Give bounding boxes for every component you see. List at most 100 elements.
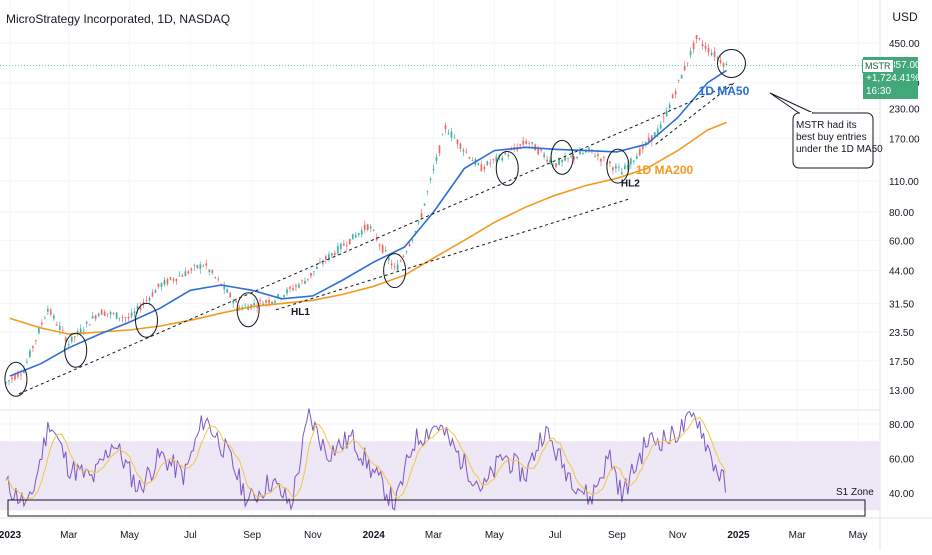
candle-body [597, 154, 599, 157]
candle-body [106, 313, 109, 315]
candle-body [109, 312, 112, 315]
candle-body [136, 306, 139, 310]
candle-body [166, 279, 169, 285]
callout-text-line: under the 1D MA50 [796, 144, 883, 155]
s1-zone-box [7, 499, 866, 517]
candle-body [34, 340, 37, 341]
candle-body [564, 156, 566, 161]
candle-body [677, 79, 680, 81]
candle-body [214, 277, 217, 278]
candle-body [43, 318, 46, 319]
axis-layer: 450.00300.00230.00170.00110.0080.0060.00… [0, 39, 920, 541]
time-tick-label: Nov [304, 530, 322, 541]
time-tick-label: Jul [184, 530, 197, 541]
candle-body [127, 316, 130, 319]
candle-body [199, 264, 202, 269]
candle-body [504, 152, 507, 155]
candle-body [626, 164, 629, 170]
candle-body [17, 372, 19, 377]
candle-body [372, 229, 375, 231]
time-tick-label: Jul [549, 530, 562, 541]
candle-body [570, 156, 572, 158]
candle-body [561, 160, 563, 162]
candle-body [659, 124, 662, 129]
candle-body [268, 299, 270, 304]
candle-body [28, 350, 31, 357]
candle-body [492, 159, 495, 160]
time-tick-label: Sep [243, 530, 261, 541]
candle-body [567, 157, 569, 159]
candle-body [468, 157, 471, 159]
candle-body [695, 35, 698, 40]
candle-body [459, 143, 462, 149]
candle-body [178, 275, 181, 277]
candle-body [348, 238, 351, 245]
price-tick-label: 17.50 [889, 357, 914, 368]
candle-body [600, 158, 602, 162]
candle-body [64, 337, 67, 342]
candle-body [283, 295, 285, 297]
candle-body [286, 289, 288, 294]
candle-body [614, 165, 617, 169]
candle-body [525, 140, 528, 144]
candle-body [172, 278, 175, 281]
chart-title: MicroStrategy Incorporated, 1D, NASDAQ [6, 12, 231, 26]
candle-body [184, 271, 187, 277]
candle-body [100, 309, 103, 315]
time-tick-label: 2023 [0, 530, 22, 541]
candle-body [61, 329, 64, 331]
price-tick-label: 23.50 [889, 328, 914, 339]
last-price-value: 357.00 [890, 60, 921, 71]
candle-body [423, 203, 426, 206]
candle-body [543, 154, 546, 158]
candle-body [223, 285, 226, 290]
candle-body [235, 300, 238, 303]
callout-pointer-mask [800, 112, 812, 115]
candle-body [115, 312, 118, 319]
candle-body [333, 252, 336, 256]
candle-body [710, 53, 713, 56]
candle-body [453, 137, 456, 139]
candle-body [175, 278, 178, 282]
ma50-line [9, 69, 727, 377]
candle-body [11, 377, 13, 380]
candle-body [438, 145, 441, 154]
candle-body [617, 167, 620, 169]
time-tick-label: May [849, 530, 868, 541]
candle-body [256, 306, 259, 308]
candle-body [671, 94, 674, 99]
price-tick-label: 44.00 [889, 267, 914, 278]
candle-body [611, 167, 614, 171]
candle-body [471, 159, 474, 161]
candle-body [552, 164, 554, 166]
candle-body [163, 279, 166, 285]
rsi-tick-label: 60.00 [889, 455, 914, 466]
candle-body [701, 43, 704, 46]
buy-entry-circle [134, 302, 158, 338]
rsi-tick-label: 80.00 [889, 420, 914, 431]
candle-body [465, 151, 468, 153]
rsi-tick-label: 40.00 [889, 489, 914, 500]
candle-body [698, 38, 701, 40]
currency-button[interactable]: USD [892, 10, 918, 24]
candle-body [342, 243, 345, 246]
candle-body [444, 125, 447, 130]
candle-body [674, 91, 677, 95]
candle-body [5, 382, 7, 384]
candle-body [384, 250, 387, 252]
rsi-line [5, 408, 726, 511]
candle-body [238, 307, 241, 310]
candle-body [429, 178, 432, 181]
candle-body [441, 134, 444, 136]
candle-body [408, 244, 411, 247]
candle-body [112, 313, 115, 314]
candle-body [354, 234, 357, 238]
candle-body [73, 336, 76, 338]
candle-body [85, 321, 88, 324]
candle-body [23, 370, 25, 373]
candle-body [528, 142, 531, 144]
candle-body [46, 308, 49, 312]
candle-body [289, 286, 291, 289]
candle-body [244, 305, 247, 307]
